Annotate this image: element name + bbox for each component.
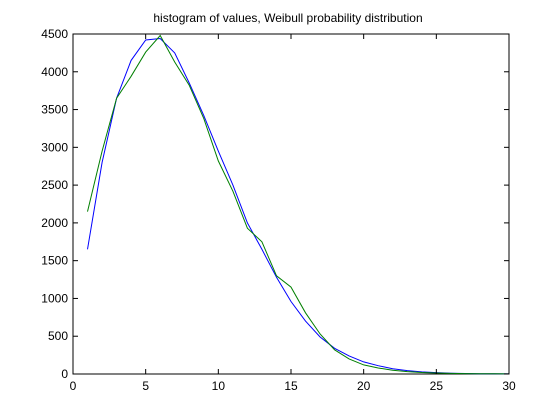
x-tick-label: 15 <box>284 379 298 393</box>
plot-area <box>72 33 510 375</box>
y-tick-label: 0 <box>61 367 68 381</box>
y-tick-label: 4000 <box>41 65 68 79</box>
x-tick-label: 25 <box>430 379 444 393</box>
x-tick-label: 0 <box>70 379 77 393</box>
series-line-2 <box>87 34 510 375</box>
y-tick-label: 4500 <box>41 27 68 41</box>
x-tick-label: 30 <box>502 379 516 393</box>
y-tick-label: 500 <box>48 329 68 343</box>
x-tick-label: 5 <box>142 379 149 393</box>
chart-title: histogram of values, Weibull probability… <box>153 11 422 25</box>
y-tick-label: 1500 <box>41 254 68 268</box>
x-axis: 0 5 10 15 20 25 30 <box>70 34 516 393</box>
x-tick-label: 10 <box>212 379 226 393</box>
y-tick-label: 2000 <box>41 216 68 230</box>
y-tick-label: 3500 <box>41 103 68 117</box>
y-tick-label: 3000 <box>41 140 68 154</box>
y-axis: 0 500 1000 1500 2000 2500 3000 3500 4000 4500 <box>41 27 509 381</box>
y-tick-label: 2500 <box>41 178 68 192</box>
y-tick-label: 1000 <box>41 291 68 305</box>
x-tick-label: 20 <box>357 379 371 393</box>
series-layer <box>87 34 510 375</box>
